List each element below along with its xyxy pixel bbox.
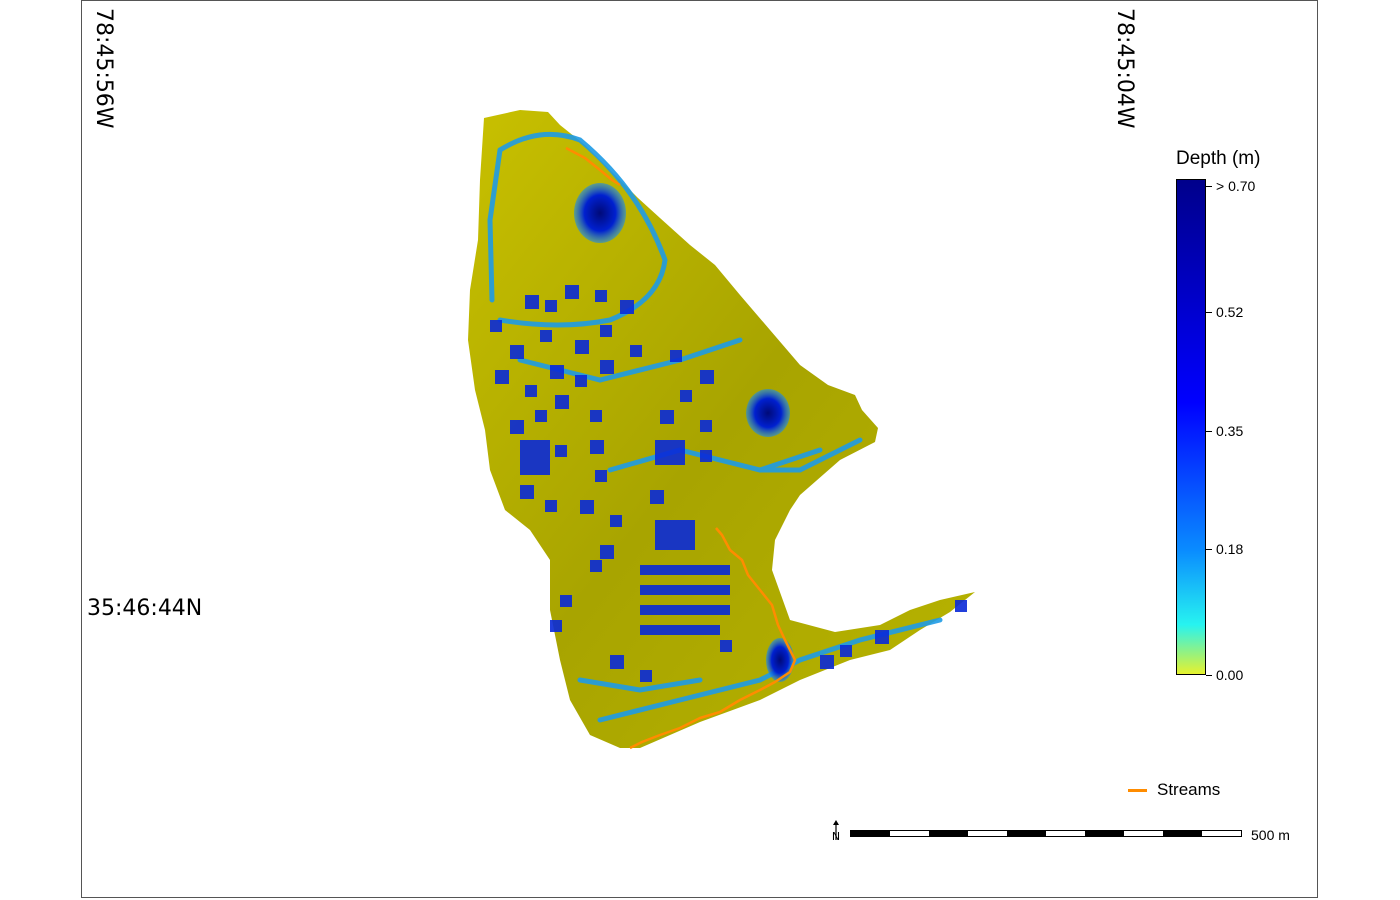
colorbar-tick	[1206, 430, 1212, 432]
scale-bar-segment	[1085, 831, 1124, 836]
colorbar-label: 0.00	[1216, 667, 1244, 683]
colorbar-tick	[1206, 186, 1212, 187]
colorbar-label: 0.35	[1216, 422, 1244, 439]
pond-north	[574, 183, 626, 243]
scale-bar-segment	[1046, 831, 1085, 836]
scale-bar-segment	[968, 831, 1007, 836]
longitude-label-right: 78:45:04W	[1112, 8, 1137, 129]
colorbar-tick	[1206, 549, 1212, 551]
stream-north	[565, 146, 621, 187]
scale-bar	[850, 830, 1242, 837]
scale-bar-segment	[890, 831, 929, 836]
pond-east	[746, 389, 790, 437]
stream-lines	[565, 146, 797, 750]
colorbar-tick	[1206, 675, 1212, 676]
streams-legend-swatch	[1128, 789, 1147, 792]
longitude-label-left: 78:45:56W	[91, 8, 116, 129]
latitude-label: 35:46:44N	[87, 596, 203, 621]
north-arrow-icon: N	[832, 820, 840, 842]
catchment-area	[468, 110, 975, 748]
colorbar-label: 0.18	[1216, 541, 1244, 558]
scale-bar-segment	[851, 831, 890, 836]
scale-bar-label: 500 m	[1251, 827, 1290, 843]
legend-title: Depth (m)	[1176, 148, 1261, 169]
scale-bar-segment	[1007, 831, 1046, 836]
depth-colorbar	[1176, 179, 1206, 675]
scale-bar-segment	[1124, 831, 1163, 836]
streams-legend-label: Streams	[1157, 780, 1221, 799]
stream-south	[629, 527, 797, 750]
north-letter: N	[832, 830, 840, 842]
scale-bar-segment	[1163, 831, 1202, 836]
depression-cluster	[490, 285, 967, 682]
colorbar-label: > 0.70	[1216, 178, 1256, 194]
colorbar-tick	[1206, 311, 1212, 313]
pond-south	[766, 638, 794, 682]
scale-bar-segment	[929, 831, 968, 836]
map-frame	[81, 0, 1318, 898]
colorbar-label: 0.52	[1216, 303, 1244, 320]
scale-bar-segment	[1202, 831, 1241, 836]
